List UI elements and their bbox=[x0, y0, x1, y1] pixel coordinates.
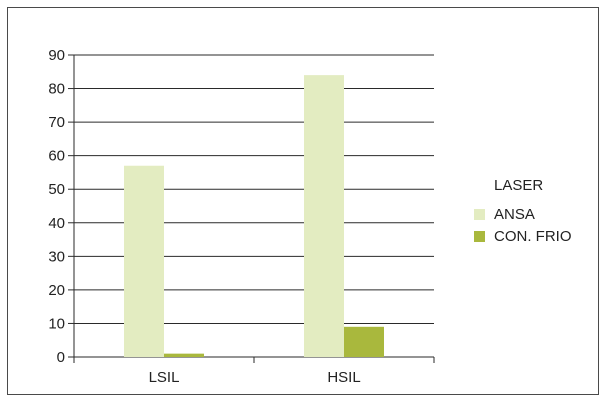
y-tick-label-50: 50 bbox=[48, 181, 65, 198]
y-tick-label-40: 40 bbox=[48, 215, 65, 232]
legend-label-ansa: ANSA bbox=[494, 205, 535, 223]
bar-hsil-ansa bbox=[304, 75, 344, 357]
y-axis-ticks: 0 10 20 30 40 50 60 70 80 90 bbox=[48, 47, 74, 366]
x-category-label-lsil: LSIL bbox=[149, 369, 180, 386]
legend-swatch-con-frio bbox=[474, 230, 485, 242]
x-axis-categories: LSIL HSIL bbox=[149, 369, 361, 386]
bar-lsil-ansa bbox=[124, 165, 164, 357]
y-tick-label-30: 30 bbox=[48, 248, 65, 265]
y-tick-label-80: 80 bbox=[48, 81, 65, 98]
y-tick-label-10: 10 bbox=[48, 315, 65, 332]
bar-lsil-con-frio bbox=[164, 353, 204, 357]
y-tick-label-60: 60 bbox=[48, 148, 65, 165]
y-tick-label-90: 90 bbox=[48, 47, 65, 64]
y-tick-label-20: 20 bbox=[48, 282, 65, 299]
y-tick-label-0: 0 bbox=[57, 349, 65, 366]
x-category-label-hsil: HSIL bbox=[327, 369, 360, 386]
legend-swatch-ansa bbox=[474, 208, 485, 220]
bar-hsil-con-frio bbox=[344, 326, 384, 357]
chart-frame bbox=[7, 7, 599, 395]
bars bbox=[124, 75, 384, 357]
legend: LASER ANSA CON. FRIO bbox=[474, 177, 572, 247]
legend-title: LASER bbox=[494, 177, 544, 194]
legend-item-con-frio: CON. FRIO bbox=[474, 225, 572, 247]
legend-item-ansa: ANSA bbox=[474, 203, 572, 225]
y-tick-label-70: 70 bbox=[48, 114, 65, 131]
legend-label-con-frio: CON. FRIO bbox=[494, 227, 572, 245]
